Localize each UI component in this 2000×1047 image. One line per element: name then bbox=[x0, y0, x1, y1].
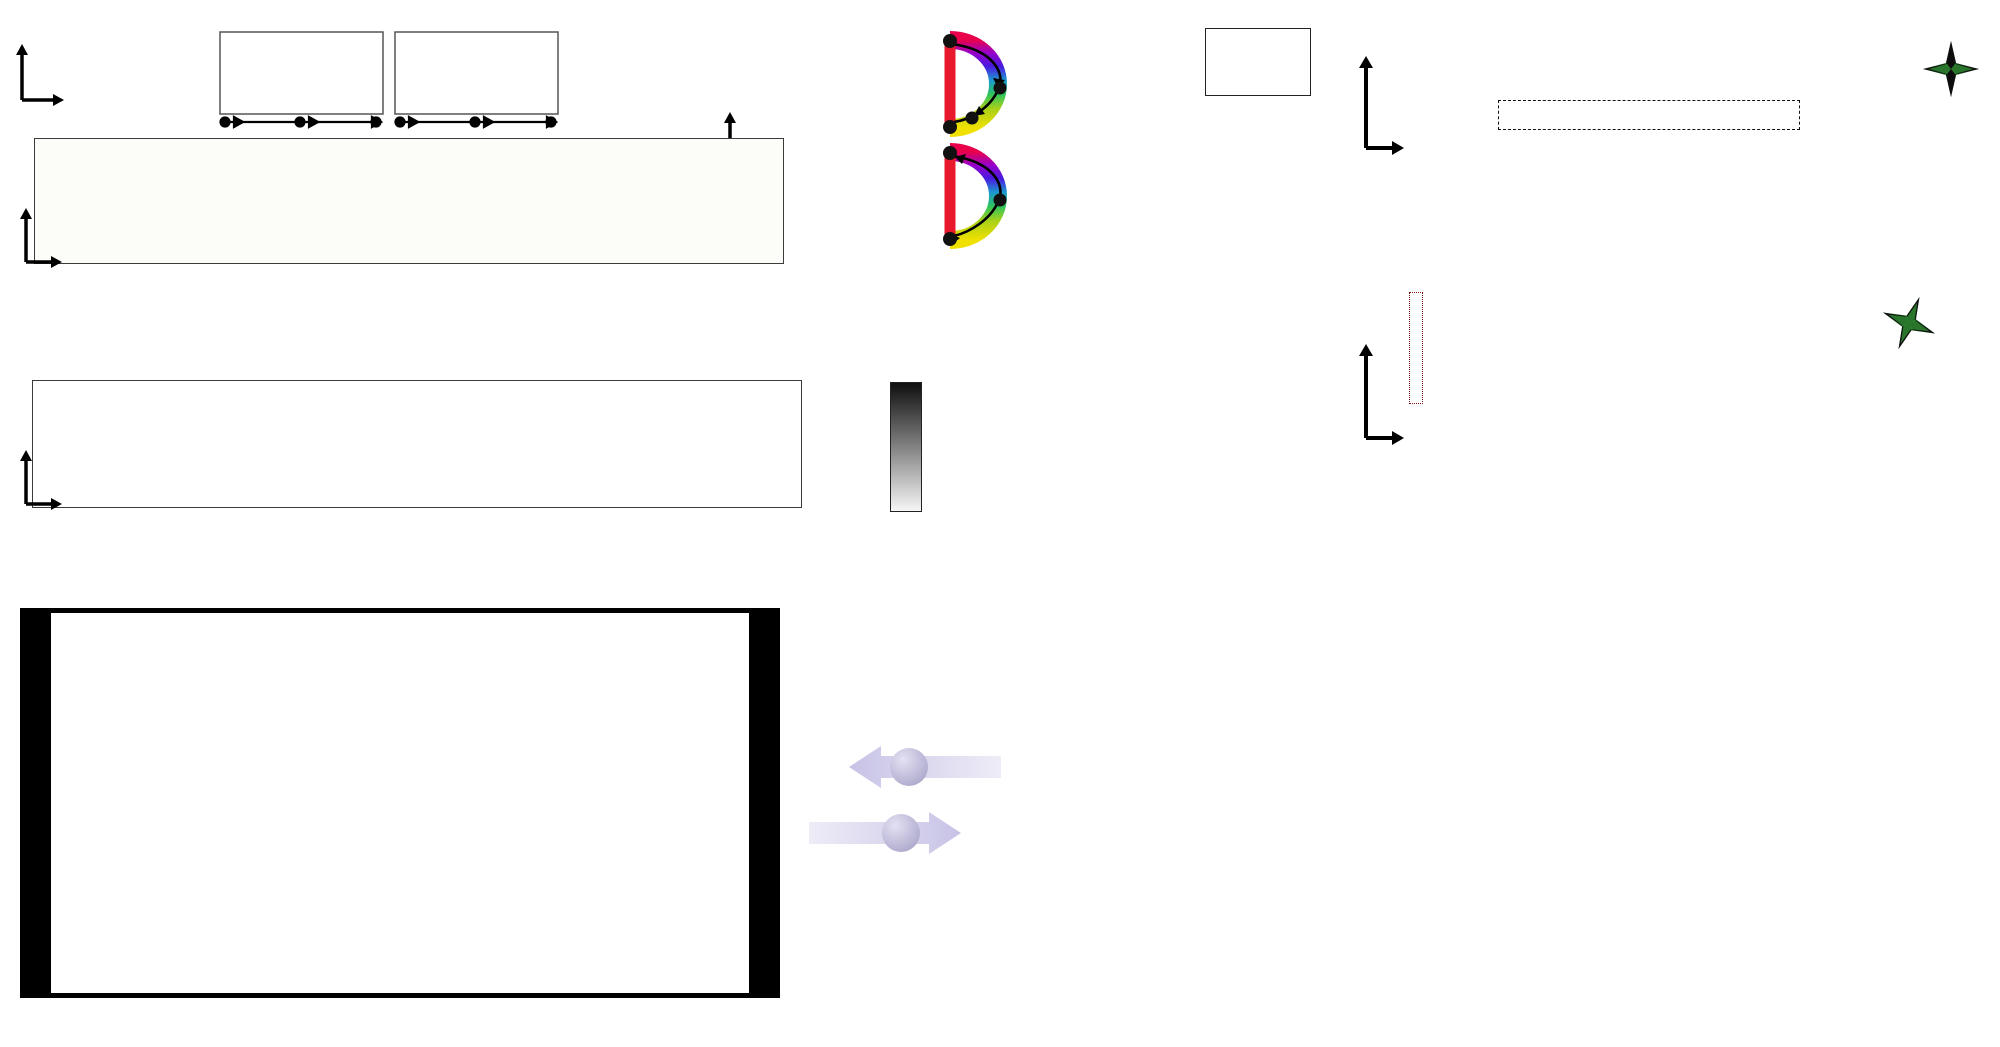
panel-h-dotted-region bbox=[1409, 292, 1423, 404]
panel-a-bottom-axes bbox=[6, 196, 66, 276]
panel-g-stripe-pattern bbox=[1406, 22, 2000, 154]
panel-i-chart bbox=[862, 552, 1282, 1022]
panel-h-polarizer-icon bbox=[1878, 292, 1940, 354]
film-perforations-left bbox=[25, 613, 51, 993]
legend-quasiparticle-minus bbox=[805, 808, 1005, 858]
panel-g-axes bbox=[1344, 44, 1404, 162]
panel-a-3d-field bbox=[34, 138, 784, 264]
panel-e-inset-image bbox=[1205, 28, 1311, 96]
panel-h-axes bbox=[1344, 330, 1404, 452]
panel-c-free-energy-map bbox=[32, 380, 802, 508]
panel-c-axes bbox=[6, 438, 66, 518]
panel-a-top-axes bbox=[6, 24, 66, 114]
panel-d-film-strip bbox=[20, 608, 780, 998]
panel-b-loop-gamma2 bbox=[920, 140, 1050, 250]
panel-b-loop-gamma1 bbox=[920, 28, 1050, 138]
panel-f-chart bbox=[1072, 282, 1312, 502]
film-perforations-right bbox=[749, 613, 775, 993]
panel-c-colorbar bbox=[890, 382, 922, 512]
panel-j-chart bbox=[1516, 552, 1986, 1022]
panel-e-inset-annotations bbox=[1205, 28, 1309, 94]
panel-a-molecular-diagram bbox=[10, 18, 770, 268]
legend-quasiparticle-plus bbox=[805, 742, 1005, 792]
panel-g-dashed-region bbox=[1498, 100, 1800, 130]
panel-g-polarizer-icon bbox=[1920, 38, 1982, 100]
